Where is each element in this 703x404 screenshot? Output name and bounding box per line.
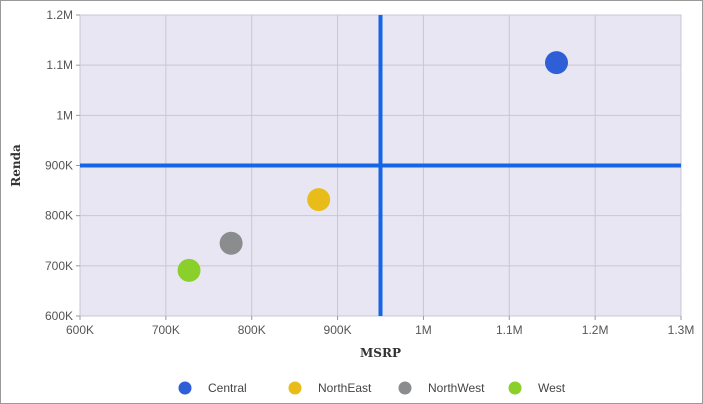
y-tick-label: 1.1M	[46, 58, 73, 72]
x-tick-label: 900K	[324, 323, 352, 337]
x-tick-label: 1.1M	[496, 323, 523, 337]
x-tick-label: 1M	[415, 323, 432, 337]
legend-label: West	[538, 381, 566, 395]
point-central[interactable]	[545, 51, 569, 75]
legend-marker	[398, 381, 412, 395]
legend-marker	[508, 381, 522, 395]
y-tick-label: 1M	[56, 108, 73, 122]
legend: Central NorthEast NorthWest West	[178, 381, 566, 395]
x-tick-label: 700K	[152, 323, 180, 337]
x-tick-label: 800K	[238, 323, 266, 337]
y-tick-label: 1.2M	[46, 8, 73, 22]
point-west[interactable]	[177, 258, 201, 282]
x-tick-label: 600K	[66, 323, 94, 337]
point-northwest[interactable]	[219, 231, 243, 255]
x-axis-ticks: 600K 700K 800K 900K 1M 1.1M 1.2M 1.3M	[66, 316, 694, 337]
reference-lines	[80, 15, 681, 316]
data-points	[177, 51, 569, 282]
point-northeast[interactable]	[307, 188, 331, 212]
legend-marker	[288, 381, 302, 395]
x-tick-label: 1.3M	[668, 323, 695, 337]
legend-item-west[interactable]: West	[508, 381, 566, 395]
y-tick-label: 600K	[45, 309, 73, 323]
legend-item-northwest[interactable]: NorthWest	[398, 381, 486, 395]
legend-item-northeast[interactable]: NorthEast	[288, 381, 373, 395]
legend-marker	[178, 381, 192, 395]
x-axis-title: MSRP	[360, 346, 401, 360]
y-tick-label: 700K	[45, 259, 73, 273]
legend-label: NorthEast	[318, 381, 372, 395]
y-axis-ticks: 600K 700K 800K 900K 1M 1.1M 1.2M	[45, 8, 80, 323]
legend-label: Central	[208, 381, 247, 395]
legend-label: NorthWest	[428, 381, 485, 395]
legend-item-central[interactable]: Central	[178, 381, 247, 395]
x-tick-label: 1.2M	[582, 323, 609, 337]
y-tick-label: 900K	[45, 159, 73, 173]
y-axis-title: Renda	[9, 144, 23, 187]
y-tick-label: 800K	[45, 209, 73, 223]
